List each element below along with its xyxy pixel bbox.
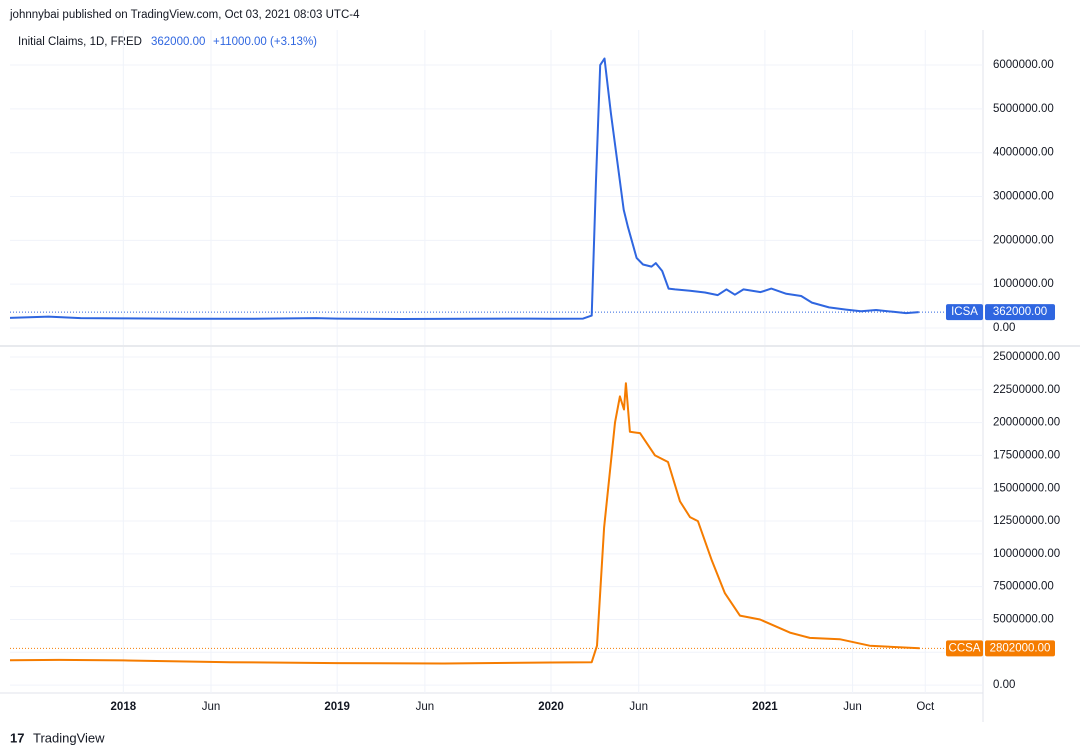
series-tag: ICSA bbox=[951, 306, 978, 318]
series-title: Initial Claims, 1D, FRED bbox=[18, 36, 142, 48]
y-tick-label: 17500000.00 bbox=[993, 449, 1060, 461]
x-tick-label: Oct bbox=[916, 701, 935, 713]
y-tick-label: 6000000.00 bbox=[993, 59, 1054, 71]
y-tick-label: 20000000.00 bbox=[993, 417, 1060, 429]
x-tick-label: Jun bbox=[629, 701, 648, 713]
legend-change: +11000.00 (+3.13%) bbox=[213, 36, 317, 48]
brand-logo: 17 bbox=[10, 730, 24, 745]
x-tick-label: Jun bbox=[843, 701, 862, 713]
series-tag-box bbox=[946, 640, 983, 657]
y-tick-label: 22500000.00 bbox=[993, 384, 1060, 396]
y-tick-label: 0.00 bbox=[993, 322, 1015, 334]
brand: TradingView bbox=[33, 730, 105, 745]
y-tick-label: 4000000.00 bbox=[993, 147, 1054, 159]
y-tick-label: 0.00 bbox=[993, 679, 1015, 691]
legend-value: 362000.00 bbox=[151, 36, 205, 48]
y-tick-label: 12500000.00 bbox=[993, 515, 1060, 527]
last-value-label: 2802000.00 bbox=[990, 642, 1051, 654]
x-tick-label: 2021 bbox=[752, 701, 778, 713]
series-line bbox=[9, 57, 919, 320]
x-tick-label: 2018 bbox=[111, 701, 137, 713]
x-tick-label: Jun bbox=[202, 701, 221, 713]
y-tick-label: 25000000.00 bbox=[993, 351, 1060, 363]
x-tick-label: 2019 bbox=[324, 701, 350, 713]
y-tick-label: 5000000.00 bbox=[993, 103, 1054, 115]
y-tick-label: 5000000.00 bbox=[993, 614, 1054, 626]
y-tick-label: 3000000.00 bbox=[993, 191, 1054, 203]
y-tick-label: 7500000.00 bbox=[993, 581, 1054, 593]
x-tick-label: 2020 bbox=[538, 701, 564, 713]
last-value-box bbox=[985, 304, 1055, 321]
y-tick-label: 10000000.00 bbox=[993, 548, 1060, 560]
series-tag: CCSA bbox=[949, 642, 981, 654]
byline: johnnybai published on TradingView.com, … bbox=[9, 9, 360, 21]
logo-mark: 17 bbox=[10, 730, 24, 745]
y-tick-label: 2000000.00 bbox=[993, 234, 1054, 246]
x-tick-label: Jun bbox=[416, 701, 435, 713]
y-tick-label: 1000000.00 bbox=[993, 278, 1054, 290]
last-value-box bbox=[985, 640, 1055, 657]
series-line bbox=[9, 382, 920, 665]
series-tag-box bbox=[946, 304, 983, 321]
last-value-label: 362000.00 bbox=[993, 306, 1047, 318]
y-tick-label: 15000000.00 bbox=[993, 482, 1060, 494]
